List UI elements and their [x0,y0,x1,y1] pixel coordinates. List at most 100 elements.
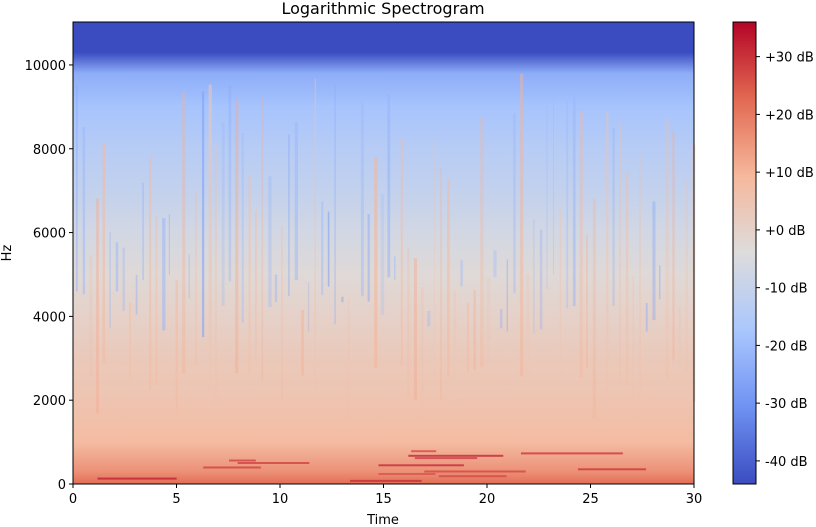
spectrogram-column [579,111,583,378]
harmonic-band [350,479,422,482]
spectrogram-column [122,247,125,311]
spectrogram-column [572,94,576,306]
spectrogram-column [400,137,403,367]
spectrogram-column [566,100,569,309]
spectrogram-column [639,154,641,397]
x-tick-label: 10 [272,492,289,507]
spectrogram-column [559,208,562,374]
colorbar-tick-label: +20 dB [765,108,814,123]
spectrogram-column [255,210,257,360]
spectrogram-column [586,234,588,368]
spectrogram-column [188,254,190,299]
spectrogram-column [142,182,144,281]
spectrogram-column [155,216,158,385]
spectrogram-column [334,83,336,325]
spectrogram-column [645,303,648,332]
spectrogram-column [162,218,166,331]
x-tick-label: 30 [686,492,703,507]
spectrogram-column [235,99,239,374]
spectrogram-column [327,211,330,287]
harmonic-band [237,462,310,464]
spectrogram-column [321,201,324,295]
spectrogram-column [281,225,283,403]
spectrogram-column [526,273,530,381]
spectrogram-column [149,156,152,390]
spectrogram-column [115,242,119,292]
spectrogram-column [619,122,621,383]
spectrogram-column [506,259,508,332]
plot-area [72,21,696,485]
spectrogram-column [89,255,93,378]
spectrogram-column [307,282,310,332]
spectrogram-column [466,303,469,372]
spectrogram-column [453,291,457,407]
spectrogram-column [367,214,370,302]
spectrogram-column [341,296,344,303]
spectrogram-column [76,84,78,292]
spectrogram-column [407,248,410,397]
spectrogram-column [109,232,111,328]
spectrogram-column [241,133,244,323]
x-tick-label: 5 [172,492,180,507]
spectrogram-column [625,173,629,386]
x-tick-label: 20 [479,492,496,507]
spectrogram-column [215,145,217,408]
harmonic-band [414,457,478,460]
spectrogram-column [420,287,424,421]
harmonic-band [229,459,256,462]
spectrogram-column [612,127,615,306]
x-tick-label: 15 [375,492,392,507]
spectrogram-column [374,157,378,368]
spectrogram-column [221,122,225,307]
y-axis: 0 2000 4000 6000 8000 10000 [25,59,73,493]
harmonic-band [578,468,646,471]
chart-title: Logarithmic Spectrogram [281,0,484,18]
spectrogram-column [672,131,675,361]
harmonic-band [411,450,437,453]
harmonic-band [424,470,526,473]
spectrogram-column [261,97,264,381]
colorbar-tick-label: -30 dB [765,397,808,412]
spectrogram-column [606,111,609,393]
colorbar-tick-label: +0 dB [765,224,805,239]
x-tick-label: 25 [582,492,599,507]
colorbar-tick-label: +30 dB [765,51,814,66]
spectrogram-column [473,290,476,370]
spectrogram-column [347,297,350,421]
spectrogram-column [394,256,396,280]
spectrogram-column [268,176,272,307]
harmonic-band [378,473,436,475]
spectrogram-column [135,274,138,315]
spectrogram-column [433,140,436,382]
spectrogram-column [208,84,212,410]
spectrogram-column [301,310,304,376]
harmonic-band [521,452,623,455]
x-tick-label: 0 [69,492,77,507]
spectrogram-column [659,265,661,300]
colorbar-fill [733,22,756,484]
colorbar-tick-label: -10 dB [765,282,808,297]
spectrogram-column [440,167,442,401]
spectrogram-column [592,199,596,419]
spectrogram-column [678,307,681,368]
spectrogram-column [665,119,669,379]
spectrogram-column [500,308,503,329]
spectrogram-column [195,193,197,366]
spectrogram-column [652,201,656,321]
y-tick-label: 6000 [33,227,66,242]
harmonic-band [203,466,261,469]
spectrogram-column [82,127,86,295]
y-tick-label: 4000 [33,310,66,325]
spectrogram-column [274,274,278,302]
x-axis-label: Time [366,513,399,527]
spectrogram-column [519,73,524,377]
colorbar-ticks: +30 dB +20 dB +10 dB +0 dB -10 dB -20 dB -30 d… [756,51,814,470]
x-axis: 0 5 10 15 20 25 30 [69,484,702,507]
spectrogram-column [314,78,316,409]
spectrogram-column [380,193,385,315]
spectrogram-column [228,85,232,282]
harmonic-band [408,454,504,457]
spectrogram-column [288,134,290,296]
spectrogram-column [553,88,554,275]
